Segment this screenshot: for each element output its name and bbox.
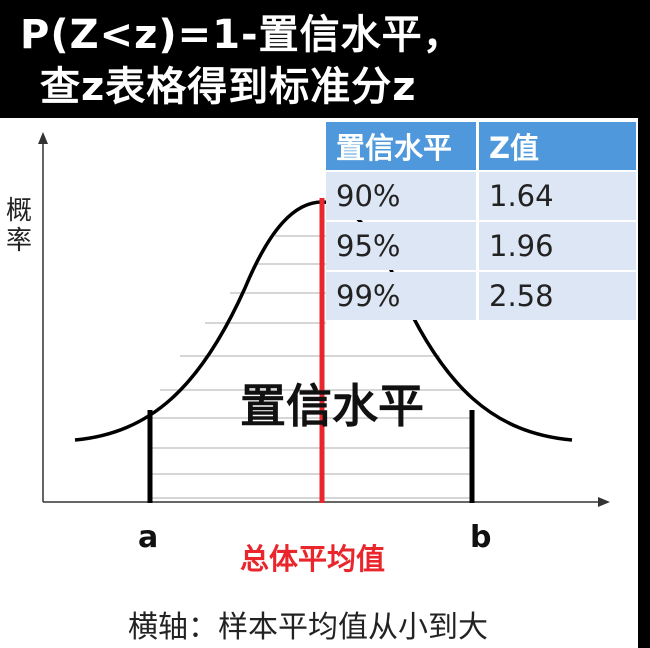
table-header-cell: 置信水平 bbox=[326, 122, 476, 170]
z-value-table: 置信水平 Z值 90% 1.64 95% 1.96 99% 2.58 bbox=[326, 122, 636, 322]
boundary-a-label: a bbox=[138, 520, 159, 555]
boundary-b-label: b bbox=[470, 520, 492, 555]
header-banner: P(Z<z)=1-置信水平， 查z表格得到标准分z bbox=[0, 0, 650, 118]
normal-curve-diagram bbox=[38, 132, 610, 507]
header-line-2: 查z表格得到标准分z bbox=[40, 64, 417, 110]
table-cell: 2.58 bbox=[479, 272, 636, 320]
table-row: 90% 1.64 bbox=[326, 172, 636, 220]
y-axis-label: 概率 bbox=[5, 196, 32, 256]
x-axis-arrow bbox=[598, 497, 610, 507]
hatch-lines bbox=[150, 235, 472, 499]
table-header-row: 置信水平 Z值 bbox=[326, 122, 636, 170]
table-cell: 1.64 bbox=[479, 172, 636, 220]
table-cell: 95% bbox=[326, 222, 476, 270]
y-axis-arrow bbox=[38, 132, 48, 144]
x-axis-label: 横轴：样本平均值从小到大 bbox=[128, 610, 488, 645]
table-cell: 99% bbox=[326, 272, 476, 320]
diagram-panel: 概率 置信水平 Z值 90% 1.64 95% 1.96 99% 2.58 置信… bbox=[0, 118, 638, 648]
header-line-1: P(Z<z)=1-置信水平， bbox=[20, 12, 464, 58]
population-mean-label: 总体平均值 bbox=[240, 542, 386, 576]
table-cell: 1.96 bbox=[479, 222, 636, 270]
table-row: 95% 1.96 bbox=[326, 222, 636, 270]
table-row: 99% 2.58 bbox=[326, 272, 636, 320]
table-header-cell: Z值 bbox=[479, 122, 636, 170]
table-cell: 90% bbox=[326, 172, 476, 220]
right-border bbox=[638, 118, 650, 648]
confidence-level-label: 置信水平 bbox=[240, 379, 424, 433]
